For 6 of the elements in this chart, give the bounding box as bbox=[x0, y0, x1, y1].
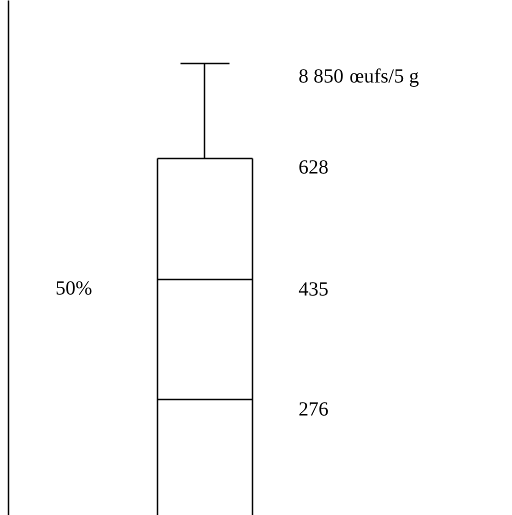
data-label: 276 bbox=[298, 398, 328, 420]
data-label: 435 bbox=[298, 278, 328, 300]
text: 50% bbox=[56, 278, 92, 300]
data-label: 628 bbox=[298, 156, 328, 178]
text: œufs/5 g bbox=[350, 66, 419, 88]
data-label: 8 850 bbox=[298, 66, 344, 88]
